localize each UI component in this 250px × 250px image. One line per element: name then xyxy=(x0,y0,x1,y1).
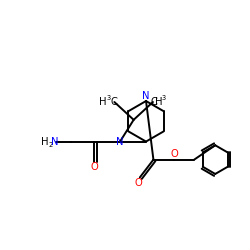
Text: C: C xyxy=(151,97,158,107)
Text: H: H xyxy=(154,97,162,107)
Text: O: O xyxy=(170,149,178,159)
Text: N: N xyxy=(51,136,59,146)
Text: C: C xyxy=(110,97,117,107)
Text: H: H xyxy=(41,136,48,146)
Text: N: N xyxy=(116,136,124,146)
Text: O: O xyxy=(90,162,98,172)
Text: N: N xyxy=(142,90,150,101)
Text: O: O xyxy=(135,178,142,188)
Text: 2: 2 xyxy=(48,142,52,148)
Text: H: H xyxy=(100,97,107,107)
Text: 3: 3 xyxy=(161,95,166,101)
Text: 3: 3 xyxy=(107,95,111,101)
